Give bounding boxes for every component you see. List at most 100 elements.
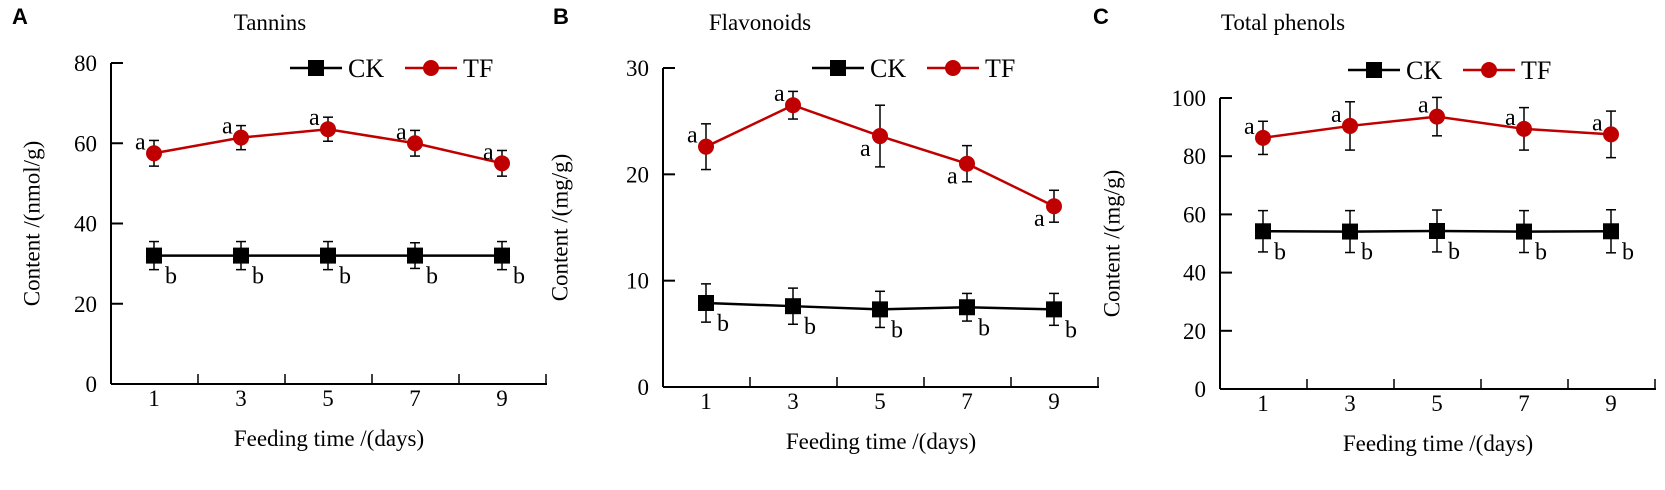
data-point-tf	[872, 128, 888, 145]
significance-letter: a	[947, 164, 958, 190]
y-axis-label: Content /(nmol/g)	[20, 141, 45, 306]
x-tick-label: 1	[700, 389, 712, 414]
legend: CK TF	[812, 54, 1015, 83]
legend-marker-tf	[945, 60, 961, 76]
data-point-ck	[698, 294, 714, 311]
significance-letter: a	[1034, 206, 1045, 232]
significance-letter: b	[1535, 240, 1547, 266]
data-point-ck	[1603, 223, 1619, 240]
legend-marker-ck	[830, 60, 846, 76]
y-tick-label: 20	[626, 162, 649, 187]
x-tick-label: 5	[322, 386, 334, 411]
significance-letter: b	[165, 264, 177, 290]
y-tick-label: 30	[626, 56, 649, 81]
panel-c: C Total phenols 0 20 40 60 80 100 1 3 5 7 9 Feeding t…	[1093, 4, 1656, 456]
y-tick-label: 20	[74, 292, 97, 317]
panel-letter: B	[553, 4, 569, 29]
y-axis-label: Content /(mg/g)	[1100, 170, 1125, 318]
significance-letter: b	[426, 264, 438, 290]
significance-letter: a	[860, 136, 871, 162]
data-point-tf	[785, 97, 801, 114]
legend-label-ck: CK	[348, 54, 384, 83]
panel-a: A Tannins 0 20 40 60 80 1 3 5 7 9 Feeding time /(day…	[12, 4, 547, 451]
significance-letter: b	[891, 317, 903, 343]
significance-letter: b	[1065, 317, 1077, 343]
data-point-tf	[1255, 129, 1271, 146]
significance-letter: b	[1274, 239, 1286, 265]
data-point-ck	[1342, 223, 1358, 240]
y-tick-label: 80	[1183, 144, 1206, 169]
significance-letter: b	[339, 264, 351, 290]
chart-title: Flavonoids	[709, 10, 811, 35]
data-point-ck	[494, 247, 510, 264]
data-point-tf	[698, 138, 714, 155]
data-point-tf	[494, 155, 510, 172]
significance-letter: a	[396, 119, 407, 145]
x-tick-label: 9	[1048, 389, 1060, 414]
x-tick-label: 3	[1344, 391, 1356, 416]
x-tick-label: 5	[874, 389, 886, 414]
data-point-ck	[1046, 301, 1062, 318]
y-tick-label: 0	[1195, 377, 1207, 402]
panel-letter: A	[12, 4, 28, 29]
panel-letter: C	[1093, 4, 1109, 29]
significance-letter: a	[774, 81, 785, 107]
legend-marker-ck	[308, 60, 324, 76]
y-tick-label: 0	[638, 375, 650, 400]
x-tick-label: 7	[961, 389, 973, 414]
significance-letter: b	[978, 315, 990, 341]
panel-b: B Flavonoids 0 10 20 30 1 3 5 7 9 Feeding time /(da…	[548, 4, 1099, 454]
significance-letter: a	[309, 105, 320, 131]
x-tick-label: 7	[1518, 391, 1530, 416]
significance-letter: b	[252, 264, 264, 290]
significance-letter: b	[1448, 239, 1460, 265]
legend-label-tf: TF	[463, 54, 493, 83]
y-tick-label: 40	[1183, 261, 1206, 286]
significance-letter: a	[1418, 93, 1429, 119]
data-point-tf	[320, 121, 336, 138]
x-tick-label: 3	[787, 389, 799, 414]
data-point-ck	[1255, 223, 1271, 240]
data-point-ck	[233, 247, 249, 264]
data-point-ck	[872, 301, 888, 318]
data-point-tf	[1603, 126, 1619, 143]
x-tick-label: 1	[148, 386, 160, 411]
y-axis-label: Content /(mg/g)	[548, 154, 573, 302]
data-point-tf	[1342, 117, 1358, 134]
chart-title: Tannins	[234, 10, 307, 35]
significance-letter: a	[1244, 114, 1255, 140]
data-point-tf	[146, 145, 162, 162]
x-tick-label: 9	[496, 386, 508, 411]
significance-letter: a	[687, 123, 698, 149]
significance-letter: a	[1331, 102, 1342, 128]
data-point-ck	[1429, 222, 1445, 239]
x-axis-label: Feeding time /(days)	[234, 426, 424, 451]
data-point-ck	[785, 298, 801, 315]
data-point-ck	[407, 247, 423, 264]
legend: CK TF	[290, 54, 493, 83]
data-point-tf	[1429, 108, 1445, 125]
data-point-tf	[407, 135, 423, 152]
significance-letter: b	[1622, 239, 1634, 265]
legend-label-tf: TF	[1521, 56, 1551, 85]
y-tick-label: 60	[74, 131, 97, 156]
y-tick-label: 80	[74, 51, 97, 76]
legend-label-ck: CK	[1406, 56, 1442, 85]
legend-marker-ck	[1366, 62, 1382, 78]
data-point-ck	[320, 247, 336, 264]
x-tick-label: 9	[1605, 391, 1617, 416]
significance-letter: a	[1505, 105, 1516, 131]
y-tick-label: 10	[626, 269, 649, 294]
data-point-ck	[1516, 223, 1532, 240]
y-tick-label: 40	[74, 212, 97, 237]
y-tick-label: 100	[1172, 86, 1207, 111]
data-point-tf	[1046, 198, 1062, 215]
y-tick-label: 0	[86, 372, 98, 397]
legend: CK TF	[1348, 56, 1551, 85]
significance-letter: b	[1361, 240, 1373, 266]
y-tick-label: 20	[1183, 319, 1206, 344]
significance-letter: b	[513, 264, 525, 290]
significance-letter: a	[483, 139, 494, 165]
data-point-tf	[233, 129, 249, 146]
